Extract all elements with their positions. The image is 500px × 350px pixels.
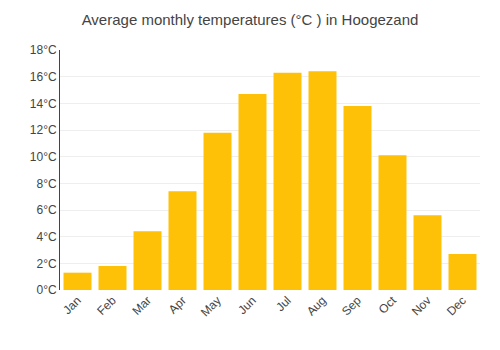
svg-text:Jul: Jul: [273, 293, 294, 314]
svg-text:2°C: 2°C: [36, 257, 56, 271]
svg-text:12°C: 12°C: [30, 123, 57, 137]
svg-text:0°C: 0°C: [36, 283, 56, 297]
svg-text:Apr: Apr: [166, 293, 189, 316]
svg-text:8°C: 8°C: [36, 177, 56, 191]
svg-text:6°C: 6°C: [36, 203, 56, 217]
svg-text:Jan: Jan: [60, 293, 84, 317]
svg-text:14°C: 14°C: [30, 97, 57, 111]
svg-text:10°C: 10°C: [30, 150, 57, 164]
svg-text:Oct: Oct: [376, 293, 400, 317]
svg-text:Dec: Dec: [444, 293, 469, 318]
svg-text:Feb: Feb: [94, 293, 119, 318]
svg-text:Mar: Mar: [129, 293, 154, 318]
svg-text:Sep: Sep: [339, 293, 364, 318]
svg-text:16°C: 16°C: [30, 70, 57, 84]
svg-text:18°C: 18°C: [30, 43, 57, 57]
svg-text:Average monthly temperatures (: Average monthly temperatures (°C ) in Ho…: [82, 11, 419, 28]
svg-text:Jun: Jun: [235, 293, 259, 317]
svg-text:Nov: Nov: [409, 293, 434, 318]
svg-text:Aug: Aug: [304, 293, 329, 318]
svg-text:May: May: [198, 293, 224, 319]
svg-text:4°C: 4°C: [36, 230, 56, 244]
